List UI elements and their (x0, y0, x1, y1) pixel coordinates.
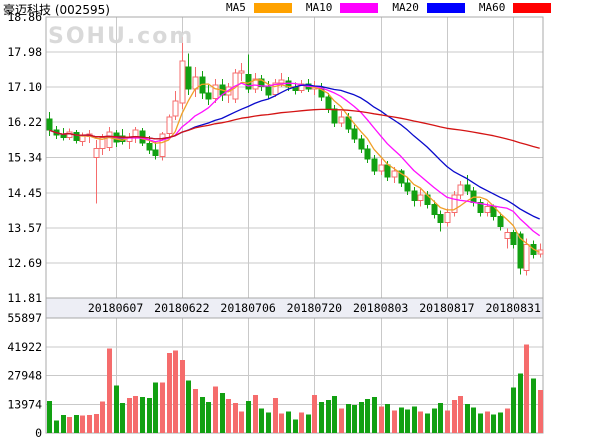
chart-legend: MA5 MA10 MA20 MA60 (226, 1, 565, 14)
price-tick-label: 14.45 (7, 186, 42, 200)
ma-line-ma60 (49, 108, 540, 149)
price-tick-label: 18.86 (7, 10, 42, 24)
price-tick-label: 11.81 (7, 291, 42, 305)
legend-item-ma60: MA60 (479, 1, 552, 14)
date-tick-label: 20180622 (154, 301, 209, 315)
chart-header: 豪迈科技 (002595) MA5 MA10 MA20 MA60 (0, 0, 600, 17)
date-tick-label: 20180720 (287, 301, 342, 315)
legend-label-ma5: MA5 (226, 1, 246, 14)
legend-item-ma20: MA20 (392, 1, 465, 14)
sohu-watermark: SOHU.com (48, 24, 195, 49)
price-tick-label: 17.10 (7, 80, 42, 94)
date-tick-label: 20180706 (220, 301, 275, 315)
ma-line-ma5 (49, 79, 540, 253)
date-band (46, 298, 543, 318)
date-tick-label: 20180803 (353, 301, 408, 315)
volume-tick-label: 55897 (7, 311, 42, 325)
price-tick-label: 13.57 (7, 221, 42, 235)
legend-label-ma10: MA10 (305, 1, 333, 14)
legend-swatch-ma60 (513, 2, 552, 13)
volume-bars (47, 344, 543, 433)
legend-swatch-ma5 (253, 2, 292, 13)
date-tick-label: 20180817 (419, 301, 474, 315)
candlesticks (46, 36, 544, 276)
date-tick-label: 20180607 (88, 301, 143, 315)
legend-label-ma60: MA60 (478, 1, 506, 14)
price-tick-label: 16.22 (7, 115, 42, 129)
price-tick-label: 15.34 (7, 150, 42, 164)
ma-line-ma20 (49, 84, 540, 220)
volume-tick-label: 41922 (7, 340, 42, 354)
price-tick-label: 17.98 (7, 45, 42, 59)
panel-borders (45, 16, 544, 434)
legend-item-ma5: MA5 (226, 1, 292, 14)
legend-item-ma10: MA10 (306, 1, 379, 14)
price-tick-label: 12.69 (7, 256, 42, 270)
volume-tick-label: 0 (35, 426, 42, 440)
legend-label-ma20: MA20 (392, 1, 419, 14)
legend-swatch-ma10 (340, 2, 379, 13)
volume-tick-label: 27948 (7, 369, 42, 383)
stock-title: 豪迈科技 (002595) (3, 3, 110, 17)
volume-tick-label: 13974 (7, 397, 42, 411)
date-tick-label: 20180831 (485, 301, 540, 315)
ma-line-ma10 (49, 82, 541, 237)
axis-labels: 18.86 17.98 17.10 16.22 15.34 14.45 13.57 12.69… (7, 10, 541, 440)
gridlines (46, 16, 543, 434)
legend-swatch-ma20 (426, 2, 465, 13)
ma-lines (49, 79, 541, 253)
